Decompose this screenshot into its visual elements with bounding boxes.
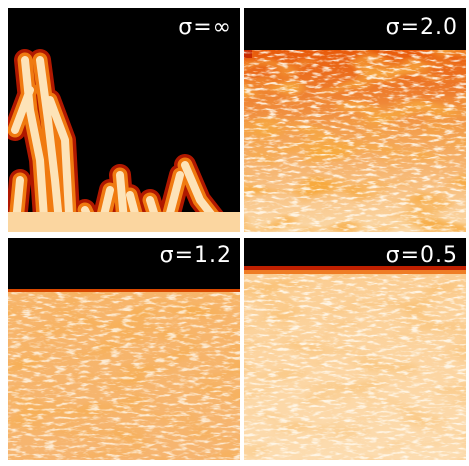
panel-2 — [244, 8, 466, 232]
panel-label: σ=0.5 — [386, 243, 458, 268]
figure: σ=∞ σ=2.0 σ=1.2 σ=0.5 — [0, 0, 469, 466]
panel-label: σ=2.0 — [386, 15, 458, 40]
panel-label: σ=1.2 — [160, 243, 232, 268]
panel-infinity — [8, 8, 240, 232]
panel-4 — [244, 238, 466, 460]
panel-label: σ=∞ — [178, 15, 232, 40]
panel-3 — [8, 238, 240, 460]
